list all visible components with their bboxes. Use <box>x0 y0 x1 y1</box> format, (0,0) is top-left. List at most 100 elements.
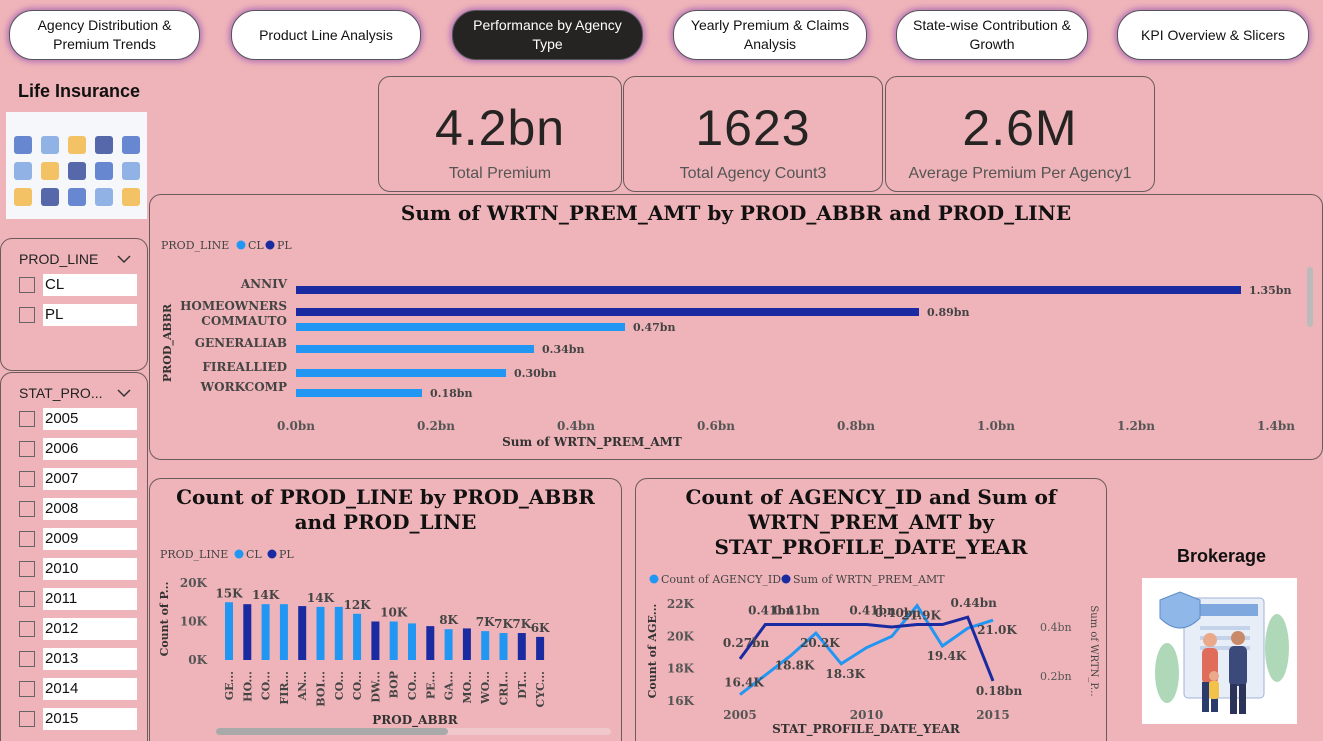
insurance-icon <box>41 136 59 154</box>
kpi-value: 4.2bn <box>434 100 566 156</box>
bar <box>296 369 506 377</box>
y-tick-label: 18K <box>667 662 695 676</box>
checkbox[interactable] <box>19 561 35 577</box>
life-insurance-image <box>6 112 147 219</box>
tab-1[interactable]: Product Line Analysis <box>231 10 421 60</box>
x-tick-label: BOI... <box>315 671 328 707</box>
slicer-option-label: 2015 <box>43 708 137 730</box>
bar <box>444 629 453 660</box>
tab-4[interactable]: State-wise Contribution & Growth <box>896 10 1088 60</box>
x-tick-label: 0.2bn <box>417 419 455 433</box>
y-tick-label: 10K <box>180 615 208 629</box>
data-label: 0.47bn <box>633 321 675 334</box>
data-label: 0.40bn <box>875 606 922 620</box>
slicer-option[interactable]: PL <box>19 304 137 326</box>
insurance-icon <box>14 188 32 206</box>
chart-agency-premium-by-year: Count of AGENCY_ID and Sum of WRTN_PREM_… <box>635 478 1107 741</box>
bar <box>243 604 252 660</box>
checkbox[interactable] <box>19 471 35 487</box>
slicer-option-label: 2007 <box>43 468 137 490</box>
checkbox[interactable] <box>19 711 35 727</box>
bar <box>499 633 508 660</box>
checkbox[interactable] <box>19 651 35 667</box>
x-tick-label: 1.4bn <box>1257 419 1295 433</box>
slicer-stat-profile-year[interactable]: STAT_PRO... 2005 2006 2007 2008 2009 2010 2011… <box>0 372 148 741</box>
brokerage-illustration <box>1155 591 1289 714</box>
checkbox[interactable] <box>19 501 35 517</box>
slicer-option[interactable]: 2011 <box>19 588 137 610</box>
bar <box>426 626 435 660</box>
y-tick-label: 20K <box>667 629 695 643</box>
bar <box>408 623 416 660</box>
insurance-icon <box>122 188 140 206</box>
slicer-option[interactable]: 2006 <box>19 438 137 460</box>
data-label: 0.27bn <box>723 636 770 650</box>
checkbox[interactable] <box>19 441 35 457</box>
data-label: 0.30bn <box>514 367 556 380</box>
slicer-prod-line[interactable]: PROD_LINE CL PL <box>0 238 148 371</box>
scrollbar[interactable] <box>1307 267 1313 327</box>
y2-tick-label: 0.4bn <box>1040 621 1072 634</box>
bar <box>334 606 343 660</box>
checkbox[interactable] <box>19 277 35 293</box>
checkbox[interactable] <box>19 591 35 607</box>
slicer-option[interactable]: 2013 <box>19 648 137 670</box>
legend-title: PROD_LINE <box>160 548 228 561</box>
x-tick-label: 1.0bn <box>977 419 1015 433</box>
x-tick-label: 0.6bn <box>697 419 735 433</box>
scrollbar-thumb[interactable] <box>216 728 448 735</box>
data-label: 0.44bn <box>951 596 998 610</box>
horizontal-scrollbar[interactable] <box>216 728 611 735</box>
x-tick-label: HO... <box>241 671 254 702</box>
bar <box>225 602 233 660</box>
line-sum-premium <box>738 615 995 682</box>
tab-5[interactable]: KPI Overview & Slicers <box>1117 10 1309 60</box>
data-label: 19.4K <box>927 649 967 663</box>
x-tick-label: 0.8bn <box>837 419 875 433</box>
x-tick-label: 1.2bn <box>1117 419 1155 433</box>
checkbox[interactable] <box>19 307 35 323</box>
slicer-option-label: CL <box>43 274 137 296</box>
kpi-card-agency-count: 1623 Total Agency Count3 <box>623 76 883 192</box>
checkbox[interactable] <box>19 681 35 697</box>
slicer-header: PROD_LINE <box>19 251 99 267</box>
chevron-down-icon[interactable] <box>117 251 131 269</box>
tab-0[interactable]: Agency Distribution & Premium Trends <box>9 10 200 60</box>
checkbox[interactable] <box>19 621 35 637</box>
tab-3[interactable]: Yearly Premium & Claims Analysis <box>673 10 867 60</box>
legend-marker-cl <box>236 240 246 250</box>
bar <box>353 613 362 660</box>
bar <box>536 636 545 660</box>
chart-title: Sum of WRTN_PREM_AMT by PROD_ABBR and PR… <box>400 201 1072 225</box>
tab-2[interactable]: Performance by Agency Type <box>452 10 643 60</box>
slicer-option[interactable]: 2014 <box>19 678 137 700</box>
y-axis-title: Count of AGE... <box>646 604 659 699</box>
insurance-icon <box>14 136 32 154</box>
bar <box>389 621 398 660</box>
bar <box>462 628 471 660</box>
legend-label-cl: CL <box>248 239 264 252</box>
slicer-option[interactable]: 2010 <box>19 558 137 580</box>
checkbox[interactable] <box>19 531 35 547</box>
slicer-option[interactable]: 2009 <box>19 528 137 550</box>
slicer-option[interactable]: 2012 <box>19 618 137 640</box>
legend-label-pl: PL <box>279 548 294 561</box>
x-tick-label: 0.0bn <box>277 419 315 433</box>
x-tick-label: CO... <box>260 671 273 700</box>
checkbox[interactable] <box>19 411 35 427</box>
y2-axis-title: Sum of WRTN_P... <box>1088 605 1099 696</box>
slicer-header: STAT_PRO... <box>19 385 103 401</box>
slicer-option-label: PL <box>43 304 137 326</box>
bar <box>296 389 422 397</box>
slicer-option[interactable]: 2015 <box>19 708 137 730</box>
slicer-option[interactable]: 2008 <box>19 498 137 520</box>
data-label: 1.35bn <box>1249 284 1291 297</box>
slicer-option[interactable]: 2005 <box>19 408 137 430</box>
bar <box>296 323 625 331</box>
x-tick-label: BOP <box>388 671 401 698</box>
slicer-option[interactable]: CL <box>19 274 137 296</box>
y-tick-label: GENERALIAB <box>195 336 287 350</box>
x-tick-label: 0.4bn <box>557 419 595 433</box>
chevron-down-icon[interactable] <box>117 385 131 403</box>
slicer-option[interactable]: 2007 <box>19 468 137 490</box>
